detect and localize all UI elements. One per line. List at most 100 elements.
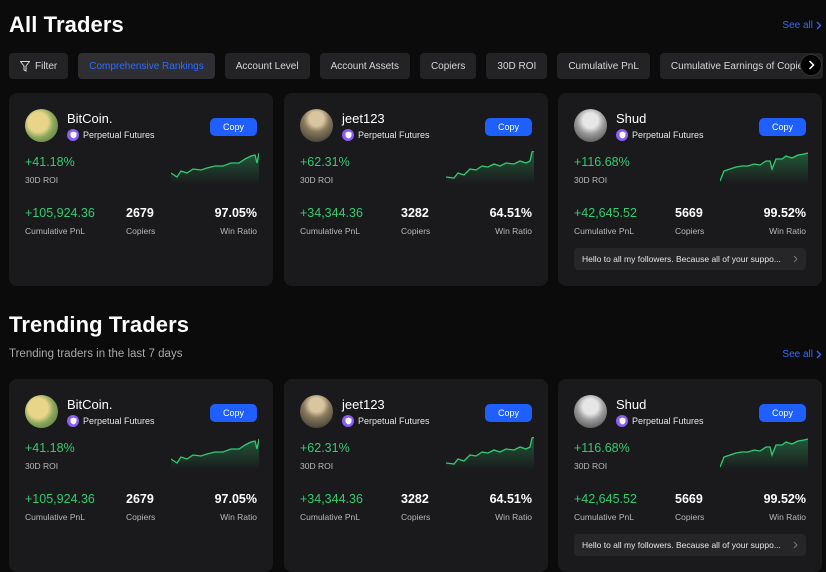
- filter-scroll-next-button[interactable]: [800, 54, 822, 76]
- tab-account-assets[interactable]: Account Assets: [319, 53, 410, 79]
- win-ratio-label: Win Ratio: [769, 226, 806, 236]
- copiers-label: Copiers: [401, 226, 431, 236]
- chevron-right-icon: [816, 350, 822, 359]
- copiers-label: Copiers: [126, 512, 156, 522]
- copy-button[interactable]: Copy: [210, 404, 257, 422]
- sparkline-line: [720, 152, 808, 182]
- ranking-filter-bar: Filter Comprehensive Rankings Account Le…: [9, 53, 826, 80]
- win-ratio-value: 97.05%: [214, 492, 257, 506]
- roi-sparkline: [171, 152, 259, 184]
- trending-subtitle: Trending traders in the last 7 days: [9, 348, 183, 360]
- win-ratio-label: Win Ratio: [769, 512, 806, 522]
- copiers-value: 5669: [675, 206, 703, 220]
- chevron-right-icon: [808, 60, 815, 70]
- bio-text: Hello to all my followers. Because all o…: [582, 540, 781, 550]
- win-ratio-value: 97.05%: [214, 206, 257, 220]
- sparkline-area: [446, 437, 534, 470]
- roi-sparkline: [720, 438, 808, 470]
- copy-button[interactable]: Copy: [759, 404, 806, 422]
- copiers-value: 5669: [675, 492, 703, 506]
- trader-bio[interactable]: Hello to all my followers. Because all o…: [574, 248, 806, 270]
- trader-name[interactable]: jeet123: [342, 111, 385, 126]
- trader-badge: Perpetual Futures: [616, 415, 704, 427]
- cumulative-pnl-value: +42,645.52: [574, 206, 637, 220]
- trending-traders-title: Trending Traders: [9, 312, 190, 337]
- filter-icon: [20, 60, 30, 72]
- sparkline-area: [720, 439, 808, 470]
- trader-avatar[interactable]: [300, 395, 333, 428]
- trader-badge: Perpetual Futures: [616, 129, 704, 141]
- trader-avatar[interactable]: [25, 395, 58, 428]
- shield-badge-icon: [67, 129, 79, 141]
- sparkline-area: [446, 151, 534, 184]
- trending-see-all-link[interactable]: See all: [782, 349, 822, 360]
- shield-badge-icon: [616, 415, 628, 427]
- trader-avatar[interactable]: [574, 395, 607, 428]
- trader-card[interactable]: Shud Perpetual Futures Copy +116.68% 30D…: [558, 93, 822, 286]
- tab-copiers[interactable]: Copiers: [419, 53, 477, 79]
- win-ratio-label: Win Ratio: [495, 512, 532, 522]
- trader-name[interactable]: BitCoin.: [67, 111, 113, 126]
- cumulative-pnl-label: Cumulative PnL: [574, 512, 635, 522]
- chevron-right-icon: [793, 255, 798, 263]
- trending-traders-header: Trending Traders: [9, 312, 822, 338]
- trader-card[interactable]: Shud Perpetual Futures Copy +116.68% 30D…: [558, 379, 822, 572]
- win-ratio-value: 99.52%: [763, 206, 806, 220]
- trader-card[interactable]: jeet123 Perpetual Futures Copy +62.31% 3…: [284, 379, 548, 572]
- win-ratio-label: Win Ratio: [495, 226, 532, 236]
- sparkline-area: [720, 153, 808, 184]
- trader-name[interactable]: Shud: [616, 397, 647, 412]
- trader-card[interactable]: BitCoin. Perpetual Futures Copy +41.18% …: [9, 379, 273, 572]
- cumulative-pnl-label: Cumulative PnL: [25, 226, 86, 236]
- win-ratio-label: Win Ratio: [220, 512, 257, 522]
- all-traders-see-all-link[interactable]: See all: [782, 20, 822, 31]
- copy-button[interactable]: Copy: [485, 404, 532, 422]
- sparkline-area: [171, 153, 259, 184]
- roi-label: 30D ROI: [25, 175, 59, 185]
- trader-bio[interactable]: Hello to all my followers. Because all o…: [574, 534, 806, 556]
- trader-avatar[interactable]: [574, 109, 607, 142]
- sparkline-line: [446, 151, 534, 179]
- copiers-value: 2679: [126, 492, 154, 506]
- win-ratio-label: Win Ratio: [220, 226, 257, 236]
- trader-card[interactable]: jeet123 Perpetual Futures Copy +62.31% 3…: [284, 93, 548, 286]
- roi-value: +116.68%: [574, 441, 630, 455]
- sparkline-line: [171, 438, 259, 464]
- trader-avatar[interactable]: [25, 109, 58, 142]
- shield-badge-icon: [616, 129, 628, 141]
- all-traders-header: All Traders See all: [9, 12, 822, 38]
- roi-value: +116.68%: [574, 155, 630, 169]
- trader-badge: Perpetual Futures: [67, 129, 155, 141]
- badge-label: Perpetual Futures: [632, 130, 704, 140]
- filter-button[interactable]: Filter: [9, 53, 69, 79]
- trader-name[interactable]: BitCoin.: [67, 397, 113, 412]
- badge-label: Perpetual Futures: [358, 416, 430, 426]
- badge-label: Perpetual Futures: [632, 416, 704, 426]
- tab-account-level[interactable]: Account Level: [224, 53, 310, 79]
- see-all-label: See all: [782, 19, 813, 31]
- copiers-value: 2679: [126, 206, 154, 220]
- shield-badge-icon: [342, 415, 354, 427]
- filter-label: Filter: [35, 60, 58, 72]
- tab-cumulative-pnl[interactable]: Cumulative PnL: [557, 53, 650, 79]
- trader-name[interactable]: jeet123: [342, 397, 385, 412]
- roi-label: 30D ROI: [574, 461, 608, 471]
- roi-label: 30D ROI: [574, 175, 608, 185]
- win-ratio-value: 64.51%: [489, 206, 532, 220]
- trader-name[interactable]: Shud: [616, 111, 647, 126]
- sparkline-line: [720, 438, 808, 468]
- tab-comprehensive-rankings[interactable]: Comprehensive Rankings: [78, 53, 215, 79]
- tab-cumulative-earnings-of-copiers[interactable]: Cumulative Earnings of Copiers: [659, 53, 823, 79]
- tab-30d-roi[interactable]: 30D ROI: [486, 53, 548, 79]
- shield-badge-icon: [67, 415, 79, 427]
- copy-button[interactable]: Copy: [485, 118, 532, 136]
- copiers-label: Copiers: [675, 226, 705, 236]
- cumulative-pnl-value: +42,645.52: [574, 492, 637, 506]
- trader-card[interactable]: BitCoin. Perpetual Futures Copy +41.18% …: [9, 93, 273, 286]
- trader-badge: Perpetual Futures: [67, 415, 155, 427]
- sparkline-line: [171, 152, 259, 178]
- copy-button[interactable]: Copy: [210, 118, 257, 136]
- copy-button[interactable]: Copy: [759, 118, 806, 136]
- trader-avatar[interactable]: [300, 109, 333, 142]
- copiers-value: 3282: [401, 492, 429, 506]
